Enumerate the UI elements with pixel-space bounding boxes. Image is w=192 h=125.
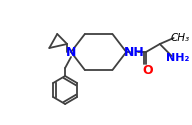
- Text: N: N: [66, 46, 76, 59]
- Text: O: O: [143, 64, 153, 76]
- Text: CH₃: CH₃: [171, 33, 190, 43]
- Text: NH: NH: [124, 46, 145, 59]
- Text: NH₂: NH₂: [166, 53, 189, 63]
